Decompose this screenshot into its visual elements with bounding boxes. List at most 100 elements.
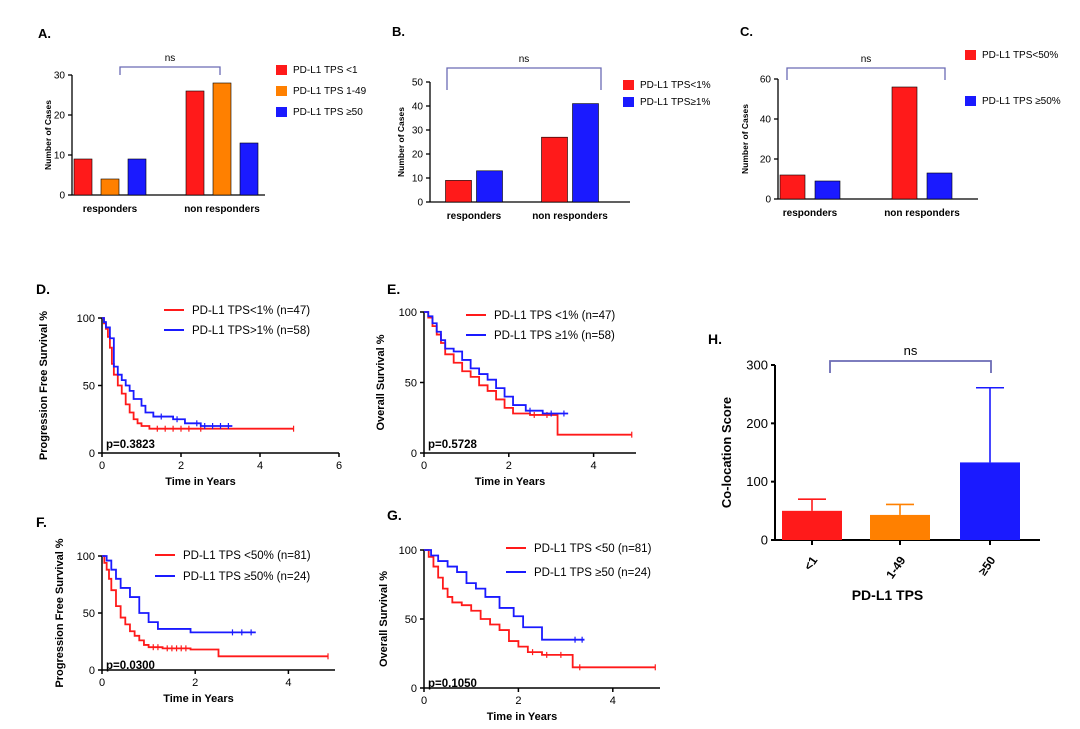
legend-label: PD-L1 TPS ≥1% (n=58) (494, 330, 615, 342)
y-axis-label: Overall Survival % (375, 334, 387, 430)
y-axis-label: Progression Free Survival % (54, 538, 66, 687)
y-tick-label: 30 (412, 126, 424, 137)
significance-bracket (829, 360, 992, 373)
bar-a-0-0 (73, 158, 93, 196)
y-tick-label: 0 (59, 191, 65, 202)
legend: PD-L1 TPS <1 PD-L1 TPS 1-49 PD-L1 TPS ≥50 (276, 65, 367, 118)
y-axis-label: Number of Cases (43, 100, 53, 170)
y-tick-label: 0 (417, 198, 423, 209)
y-tick-label: 100 (399, 307, 417, 319)
survival-curve (102, 555, 256, 634)
x-tick-label: 0 (421, 460, 427, 472)
x-axis-label: PD-L1 TPS (852, 587, 924, 603)
legend-label: PD-L1 TPS 1-49 (293, 86, 367, 97)
x-tick-label: 0 (99, 460, 105, 472)
significance-bracket (786, 67, 946, 80)
legend-swatch (276, 65, 287, 75)
panel-label: E. (387, 281, 400, 297)
legend: PD-L1 TPS<50% PD-L1 TPS ≥50% (965, 50, 1061, 107)
panel-d: D. 0 50 100 0 2 4 6 Time in Years Progression Fre… (36, 281, 342, 488)
p-value: p=0.1050 (428, 678, 477, 690)
category-label: responders (447, 211, 502, 222)
legend-label: PD-L1 TPS ≥50% (982, 96, 1061, 107)
panel-label: H. (708, 331, 722, 347)
category-label: ≥50 (976, 553, 999, 578)
bar-c-1-0 (891, 86, 918, 200)
panel-g: G. 0 50 100 0 2 4 Time in Years Overall Survival… (378, 507, 660, 723)
legend-swatch (276, 86, 287, 96)
bar-h-1 (870, 514, 930, 540)
bar-c-1-1 (926, 172, 953, 200)
category-label: non responders (184, 204, 260, 215)
y-tick-label: 0 (89, 665, 95, 677)
significance-bracket (119, 66, 221, 75)
legend-label: PD-L1 TPS <50% (n=81) (183, 550, 311, 562)
survival-curve (424, 549, 585, 641)
p-value: p=0.5728 (428, 439, 478, 451)
y-axis-label: Number of Cases (740, 104, 750, 174)
survival-curve (102, 317, 294, 430)
bar-a-1-0 (185, 90, 205, 196)
legend-swatch (965, 50, 976, 60)
x-tick-label: 4 (285, 677, 291, 689)
y-tick-label: 200 (746, 416, 768, 431)
y-tick-label: 50 (83, 608, 95, 620)
legend-label: PD-L1 TPS <1% (n=47) (494, 310, 615, 322)
bar-b-0-1 (476, 170, 503, 203)
y-tick-label: 40 (412, 102, 424, 113)
panel-label: D. (36, 281, 50, 297)
y-tick-label: 0 (411, 448, 417, 460)
x-tick-label: 2 (506, 460, 512, 472)
bar-c-0-0 (779, 174, 806, 200)
y-tick-label: 0 (411, 683, 417, 695)
x-tick-label: 6 (336, 460, 342, 472)
panel-label: A. (38, 26, 51, 41)
y-tick-label: 50 (405, 377, 417, 389)
significance-label: ns (861, 54, 872, 65)
y-tick-label: 10 (54, 151, 66, 162)
category-label: non responders (532, 211, 608, 222)
x-tick-label: 0 (99, 677, 105, 689)
y-tick-label: 20 (412, 150, 424, 161)
significance-bracket (446, 67, 602, 90)
y-axis-label: Co-location Score (719, 397, 734, 508)
legend-label: PD-L1 TPS <50 (n=81) (534, 543, 652, 555)
y-tick-label: 0 (761, 533, 768, 548)
y-tick-label: 100 (77, 551, 95, 563)
bar-h-2 (960, 462, 1020, 540)
x-tick-label: 2 (515, 695, 521, 707)
category-label: non responders (884, 208, 960, 219)
panel-a: A. 0 10 20 30 Number of Cases responders non re… (38, 26, 367, 215)
bar-c-0-1 (814, 180, 841, 200)
panel-label: C. (740, 24, 753, 39)
panel-c: C. 0 20 40 60 Number of Cases responders non re… (740, 24, 1061, 219)
x-tick-label: 2 (178, 460, 184, 472)
bar-b-1-0 (541, 136, 568, 203)
survival-curve (424, 311, 569, 415)
legend-label: PD-L1 TPS <1 (293, 65, 358, 76)
y-tick-label: 0 (89, 448, 95, 460)
y-tick-label: 100 (746, 474, 768, 489)
p-value: p=0.0300 (106, 660, 155, 672)
y-tick-label: 60 (760, 75, 772, 86)
survival-curve (102, 317, 233, 427)
bar-b-0-0 (445, 180, 472, 203)
x-tick-label: 2 (192, 677, 198, 689)
panel-f: F. 0 50 100 0 2 4 Time in Years Progression Free… (36, 514, 335, 705)
y-axis-label: Overall Survival % (378, 571, 390, 667)
legend-swatch (276, 107, 287, 117)
y-tick-label: 50 (405, 614, 417, 626)
significance-label: ns (165, 53, 176, 64)
bar-a-1-1 (212, 82, 232, 196)
bar-a-0-1 (100, 178, 120, 196)
x-axis-label: Time in Years (487, 711, 558, 723)
y-tick-label: 300 (746, 358, 768, 373)
y-tick-label: 100 (77, 313, 95, 325)
legend-swatch (965, 96, 976, 106)
legend-label: PD-L1 TPS<1% (640, 80, 711, 91)
legend-label: PD-L1 TPS<50% (982, 50, 1058, 61)
panel-e: E. 0 50 100 0 2 4 Time in Years Overall Survival… (375, 281, 636, 488)
y-tick-label: 100 (399, 545, 417, 557)
legend-label: PD-L1 TPS ≥50 (293, 107, 363, 118)
